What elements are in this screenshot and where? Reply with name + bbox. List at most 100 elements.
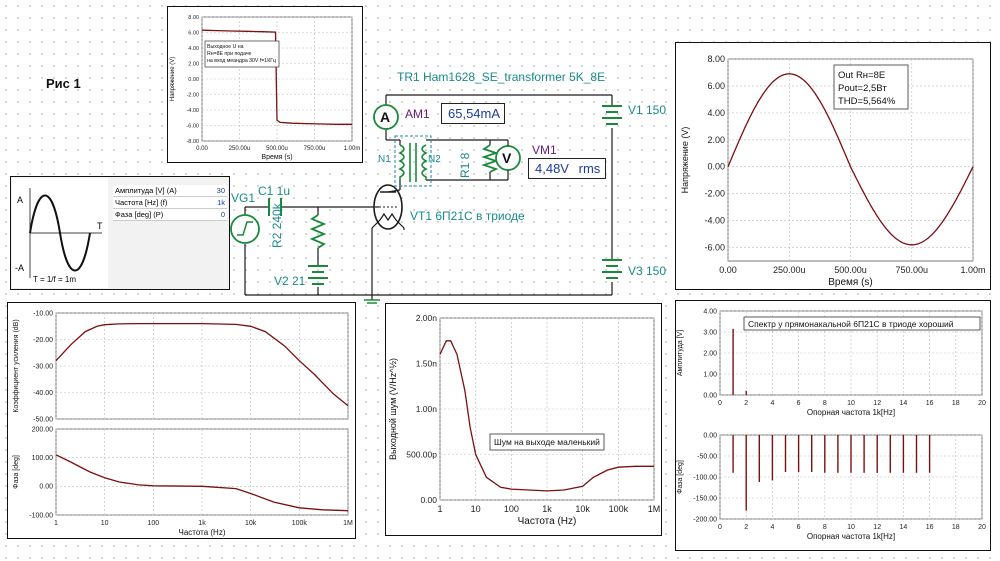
y-tick-label: -20.00	[33, 337, 53, 344]
x-tick-label: 16	[926, 400, 934, 407]
spectrum-amplitude-chart: 0 2 4 6 8 10 12 14 16 18 20 4.00 3.00 2.00 1.00 0.00 Опо…	[677, 308, 986, 417]
x-tick-label: 100k	[609, 504, 629, 514]
annotation-line: Rн=8Е при подаче	[207, 51, 252, 57]
y-tick-label: 6.00	[188, 30, 199, 36]
sine-output-chart: 0.00 250.00u 500.00u 750.00u 1.00m 8.00 6.00 4.…	[680, 54, 986, 288]
gen-a-bottom: -A	[15, 263, 24, 273]
bode-panel: 1 10 100 1k 10k 100k 1M -10.00 -20.00 -30.00 -40.0…	[7, 302, 356, 539]
x-tick-label: 14	[900, 524, 908, 531]
gen-formula: T = 1/f = 1m	[33, 275, 76, 284]
generator-waveform	[12, 178, 108, 288]
y-tick-label: 1.50n	[416, 358, 438, 368]
gen-param-name: Частота [Hz] (f)	[115, 198, 168, 207]
annotation-box	[489, 433, 605, 451]
x-tick-label: 1M	[648, 504, 660, 514]
gen-param-row: Частота [Hz] (f) 1k	[113, 197, 227, 209]
x-tick-label: 0.00	[196, 146, 208, 152]
x-tick-label: 500.00u	[834, 265, 867, 275]
y-axis-label: Напряжение (V)	[170, 57, 176, 101]
y-tick-label: -40.00	[33, 390, 53, 397]
x-tick-label: 100	[504, 504, 519, 514]
y-tick-label: 8.00	[707, 54, 725, 64]
x-tick-label: 4	[770, 524, 774, 531]
x-tick-label: 8	[823, 400, 827, 407]
y-tick-label: 2.00	[707, 135, 725, 145]
y-tick-label: 4.00	[707, 108, 725, 118]
y-tick-label: 4.00	[188, 46, 199, 52]
y-tick-label: -100.00	[693, 474, 717, 481]
v2-label: V2 21	[274, 274, 306, 288]
x-tick-label: 12	[873, 524, 881, 531]
am1-label: AM1	[405, 107, 430, 121]
x-tick-label: 1M	[343, 520, 353, 527]
y-tick-label: 0.00	[703, 392, 717, 399]
gen-param-row: Амплитуда [V] (A) 30	[113, 185, 227, 197]
x-tick-label: 1	[437, 504, 442, 514]
y-axis-label: Фаза [deg]	[13, 455, 20, 489]
x-tick-label: 1.00m	[344, 146, 361, 152]
annotation-box	[204, 40, 280, 68]
y-tick-label: 2.00	[188, 61, 199, 67]
x-tick-label: 18	[952, 524, 960, 531]
y-tick-label: 0.00	[703, 432, 717, 439]
y-tick-label: -10.00	[33, 310, 53, 317]
x-tick-label: 16	[926, 524, 934, 531]
x-tick-label: 12	[873, 400, 881, 407]
legend-entry: THD=5,564%	[838, 96, 896, 107]
x-tick-label: 1k	[542, 504, 552, 514]
square-response-chart: 0.00 250.00u 500.00u 750.00u 1.00m 8.00 6.00 4.…	[170, 15, 361, 161]
vg1-label: VG1	[231, 191, 256, 205]
x-tick-label: 10	[847, 524, 855, 531]
y-tick-label: 0.00	[39, 484, 53, 491]
v1-label: V1 150	[628, 103, 667, 117]
y-tick-label: -6.00	[186, 123, 199, 129]
x-tick-label: 14	[900, 400, 908, 407]
gain-chart: 1101001k10k100k1M-10.00-20.00-30.00-40.0…	[13, 310, 349, 423]
spectrum-panel: 0 2 4 6 8 10 12 14 16 18 20 4.00 3.00 2.00 1.00 0.00 Опо…	[675, 300, 991, 551]
y-tick-label: -30.00	[33, 363, 53, 370]
y-tick-label: 0.00	[188, 77, 199, 83]
spectrum-phase-chart: 0 2 4 6 8 10 12 14 16 18 20 0.00 -50.00 -100.00 -150.0…	[677, 432, 986, 541]
gen-param-value: 1k	[217, 198, 225, 207]
gen-param-row: Фаза [deg] (P) 0	[113, 209, 227, 221]
plot-area	[439, 317, 655, 501]
x-tick-label: 6	[797, 400, 801, 407]
y-axis-label: Коэффициент усиления (dB)	[13, 319, 20, 412]
r2-label: R2 240k	[270, 203, 284, 248]
y-tick-label: -2.00	[704, 189, 725, 199]
gen-param-name: Фаза [deg] (P)	[115, 210, 164, 219]
vm1-value: 4,48V	[535, 161, 569, 176]
y-tick-label: -4.00	[186, 108, 199, 114]
noise-chart: 1 10 100 1k 10k 100k 1M 2.00n 1.50n 1.00n 500.00p 0…	[388, 313, 660, 527]
figure-label: Рис 1	[46, 76, 81, 91]
y-tick-label: 6.00	[707, 81, 725, 91]
y-axis-label: Амплитуда [V]	[677, 330, 684, 376]
am1-readout: 65,54mA	[441, 103, 505, 124]
gen-a-top: A	[17, 195, 24, 205]
x-tick-label: 6	[797, 524, 801, 531]
annotation-text: Спектр у прямонакальной 6П21С в триоде х…	[748, 319, 954, 329]
y-tick-label: 2.00n	[416, 313, 438, 323]
voltmeter-symbol: V	[502, 150, 512, 166]
x-tick-label: 10	[847, 400, 855, 407]
y-axis-label: Выходной шум (V/Hz^½)	[388, 358, 398, 460]
x-tick-label: 20	[978, 400, 986, 407]
series-line	[202, 29, 352, 125]
y-tick-label: 100.00	[32, 455, 54, 462]
x-tick-label: 10	[101, 520, 109, 527]
y-tick-label: -8.00	[186, 139, 199, 145]
vt1-label: VT1 6П21С в триоде	[410, 209, 525, 223]
gen-param-name: Амплитуда [V] (A)	[115, 186, 177, 195]
y-tick-label: 2.00	[703, 350, 717, 357]
y-tick-label: -200.00	[693, 516, 717, 523]
x-tick-label: 8	[823, 524, 827, 531]
gen-param-table: Амплитуда [V] (A) 30 Частота [Hz] (f) 1k Фаз…	[113, 185, 227, 221]
v3-label: V3 150	[628, 264, 667, 278]
noise-panel: 1 10 100 1k 10k 100k 1M 2.00n 1.50n 1.00n 500.00p 0…	[385, 303, 662, 536]
y-tick-label: 0.00	[420, 495, 437, 505]
y-tick-label: -50.00	[697, 453, 717, 460]
gen-param-value: 0	[220, 210, 225, 219]
series-line	[439, 340, 654, 492]
annotation-text: Шум на выходе маленький	[494, 437, 600, 447]
x-tick-label: 10k	[575, 504, 590, 514]
